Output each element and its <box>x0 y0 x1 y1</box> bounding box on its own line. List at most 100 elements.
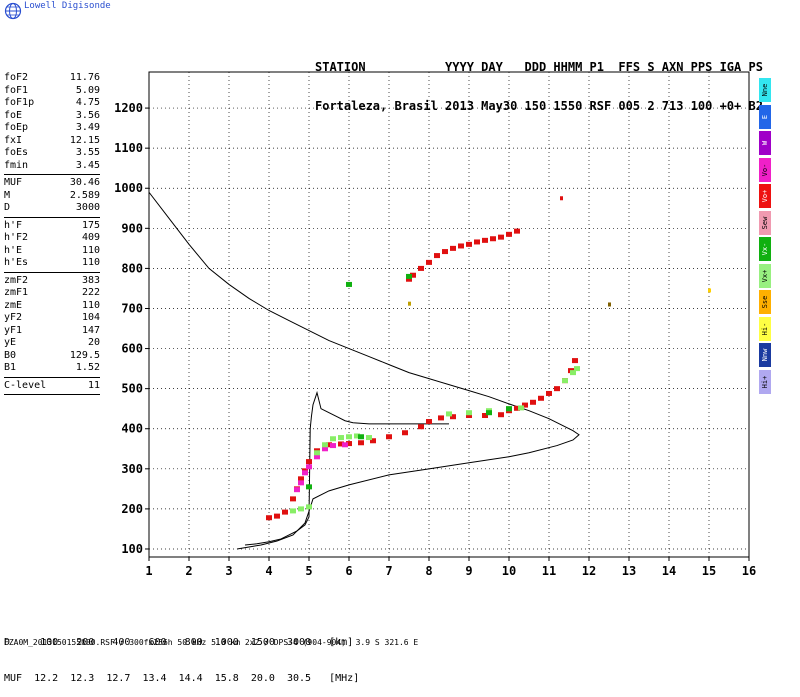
echo-point <box>514 228 520 234</box>
x-tick-label: 16 <box>742 564 756 578</box>
echo-point <box>466 241 472 247</box>
echo-point <box>346 434 352 440</box>
brand-label: Lowell Digisonde <box>24 1 111 11</box>
echo-point <box>434 253 440 259</box>
y-tick-label: 400 <box>121 422 143 436</box>
digisonde-logo-icon <box>4 2 22 20</box>
legend-label: Vo- <box>761 163 769 176</box>
x-tick-label: 14 <box>662 564 676 578</box>
param-row: h'F2 409 <box>4 232 100 245</box>
param-row: fmin 3.45 <box>4 160 100 173</box>
echo-point <box>298 476 304 482</box>
echo-point <box>274 513 280 519</box>
legend-item: Nnw <box>759 343 771 367</box>
param-name: C-level <box>4 379 47 391</box>
echo-point <box>514 405 520 411</box>
echo-point <box>282 509 288 515</box>
param-row: foEp 3.49 <box>4 122 100 135</box>
echo-point <box>438 415 444 421</box>
legend-item: Vo- <box>759 157 771 182</box>
echo-point <box>450 245 456 251</box>
echo-point <box>506 231 512 237</box>
param-value: 20 <box>87 337 100 348</box>
echo-point <box>294 487 300 493</box>
file-info: FZA0M_2013150155000.RSF / 300fx256h 50 k… <box>4 638 419 647</box>
param-value: 175 <box>81 219 100 231</box>
echo-point <box>450 414 456 420</box>
legend-label: Hi+ <box>761 375 769 388</box>
x-tick-label: 11 <box>542 564 556 578</box>
echo-point <box>366 435 372 441</box>
x-tick-label: 15 <box>702 564 716 578</box>
param-name: foE <box>4 109 23 121</box>
param-value: 5.09 <box>75 84 100 96</box>
param-group: foF2 11.76 foF1 5.09 foF1p 4.75 foE 3.56 foEp 3.4… <box>4 72 100 175</box>
legend-item: Hi+ <box>759 369 771 394</box>
echo-point <box>302 470 308 476</box>
param-row: MUF 30.46 <box>4 177 100 190</box>
plot-frame <box>148 71 750 558</box>
echo-point <box>306 484 312 490</box>
param-row: yF1 147 <box>4 325 100 338</box>
param-name: foF2 <box>4 72 29 83</box>
legend-label: Sew <box>761 216 769 229</box>
param-value: 1.52 <box>75 362 100 373</box>
param-row: yF2 104 <box>4 312 100 325</box>
x-tick-label: 12 <box>582 564 596 578</box>
echo-point <box>466 413 472 419</box>
param-row: M 2.589 <box>4 190 100 203</box>
legend-item: Vx+ <box>759 263 771 288</box>
echo-point <box>406 273 412 279</box>
echo-point <box>338 441 344 447</box>
param-value: 11.76 <box>69 72 100 83</box>
legend-label: Nnw <box>761 348 769 362</box>
param-value: 129.5 <box>69 349 100 361</box>
echo-point <box>458 243 464 249</box>
param-group: zmF2 383 zmF1 222 zmE 110 yF2 104 yF1 147 yE 20 B0 12… <box>4 275 100 378</box>
echo-point <box>482 237 488 243</box>
y-tick-label: 1000 <box>114 181 143 195</box>
param-value: 110 <box>81 299 100 311</box>
legend-label: W <box>761 140 769 146</box>
param-name: fmin <box>4 159 29 171</box>
param-row: D 3000 <box>4 202 100 215</box>
isolated-echo <box>408 301 411 306</box>
echo-point <box>466 410 472 416</box>
echo-point <box>358 440 364 446</box>
y-tick-label: 100 <box>121 542 143 556</box>
y-tick-label: 700 <box>121 301 143 315</box>
param-value: 3000 <box>75 202 100 213</box>
echo-point <box>490 236 496 242</box>
echo-point <box>306 464 312 470</box>
echo-point <box>486 410 492 416</box>
ionogram-chart: 1 2 3 4 5 6 7 8 9 10 11 12 13 14 15 1610020030040050060… <box>114 71 756 578</box>
legend-label: Vo+ <box>761 189 769 203</box>
legend-item: W <box>759 131 771 155</box>
param-value: 12.15 <box>69 134 100 146</box>
param-name: zmF1 <box>4 287 29 298</box>
scaled-parameters: foF2 11.76 foF1 5.09 foF1p 4.75 foE 3.56 foEp 3.4… <box>4 72 100 397</box>
legend-label: Vx- <box>761 242 769 256</box>
param-value: 222 <box>81 287 100 298</box>
param-row: h'F 175 <box>4 220 100 233</box>
legend-item: E <box>759 104 771 129</box>
legend-label: E <box>761 114 769 119</box>
legend-label: Hi- <box>761 322 769 335</box>
echo-point <box>298 480 304 486</box>
echo-point <box>290 508 296 514</box>
param-name: h'Es <box>4 257 29 268</box>
chart-axes: 1 2 3 4 5 6 7 8 9 10 11 12 13 14 15 1610020030040050060… <box>114 71 756 578</box>
param-name: foEs <box>4 147 29 158</box>
chart-traces <box>148 191 711 550</box>
echo-series <box>294 442 348 493</box>
echo-point <box>314 450 320 456</box>
x-tick-label: 4 <box>265 564 272 578</box>
muf-distance-row: D 100 200 400 600 800 1000 1500 3000 [km… <box>4 637 354 648</box>
param-name: fxI <box>4 134 23 146</box>
echo-point <box>426 259 432 265</box>
echo-point <box>530 399 536 405</box>
y-tick-label: 800 <box>121 261 143 275</box>
echo-point <box>354 433 360 439</box>
param-name: foF1p <box>4 97 35 108</box>
param-value: 3.55 <box>75 147 100 158</box>
